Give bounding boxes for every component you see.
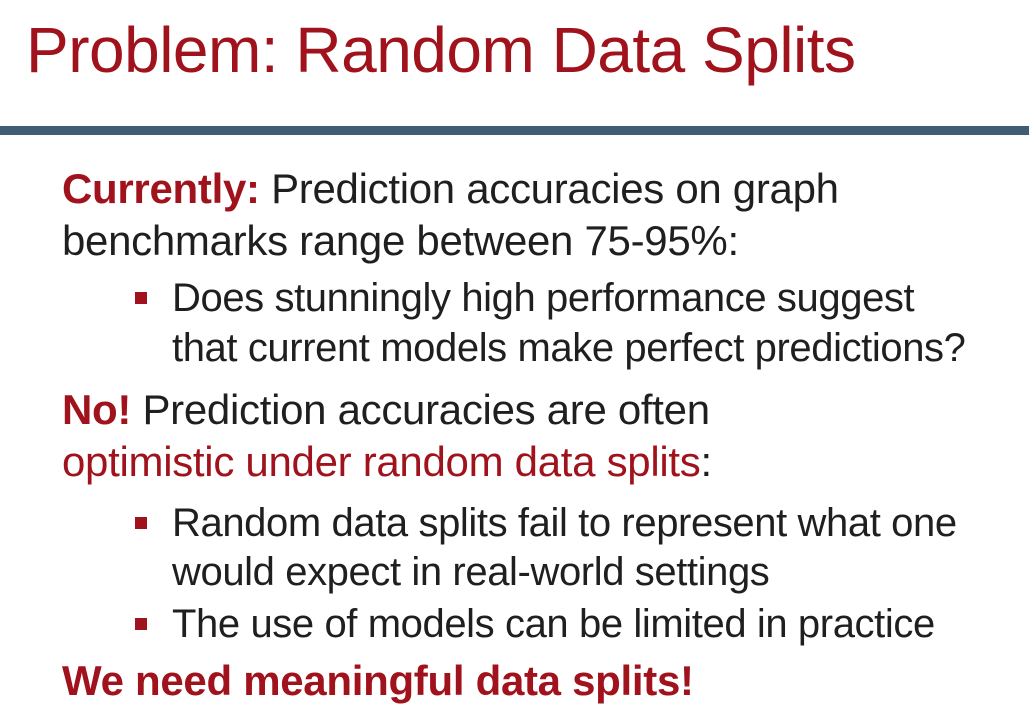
section1-line2: benchmarks range between 75-95%: xyxy=(62,217,739,264)
section1-bullet1-line2: that current models make perfect predict… xyxy=(172,326,966,370)
section2-bullet1-line1: Random data splits fail to represent wha… xyxy=(172,501,957,545)
closing-statement: We need meaningful data splits! xyxy=(62,657,694,704)
title-divider xyxy=(0,126,1029,135)
section2-bullet2-line1: The use of models can be limited in prac… xyxy=(172,602,935,646)
bullet-square-icon xyxy=(135,517,147,529)
section2-line2: optimistic under random data splits: xyxy=(62,436,712,488)
section1-line1-text: Prediction accuracies on graph xyxy=(259,165,839,212)
section2-line1: No! Prediction accuracies are often xyxy=(62,384,710,436)
bullet-square-icon xyxy=(135,618,147,630)
bullet-square-icon xyxy=(135,292,147,304)
section1-lead: Currently: xyxy=(62,165,260,212)
section2-bullet1-line2: would expect in real-world settings xyxy=(172,550,770,594)
section2-lead: No! xyxy=(62,386,132,433)
section1-bullet1-line1: Does stunningly high performance suggest xyxy=(172,276,915,320)
section2-highlight: optimistic under random data splits xyxy=(62,438,701,485)
section1-line1: Currently: Prediction accuracies on grap… xyxy=(62,163,839,215)
section2-line2-tail: : xyxy=(700,438,712,485)
slide-title: Problem: Random Data Splits xyxy=(26,14,856,86)
section2-line1-text: Prediction accuracies are often xyxy=(131,386,710,433)
